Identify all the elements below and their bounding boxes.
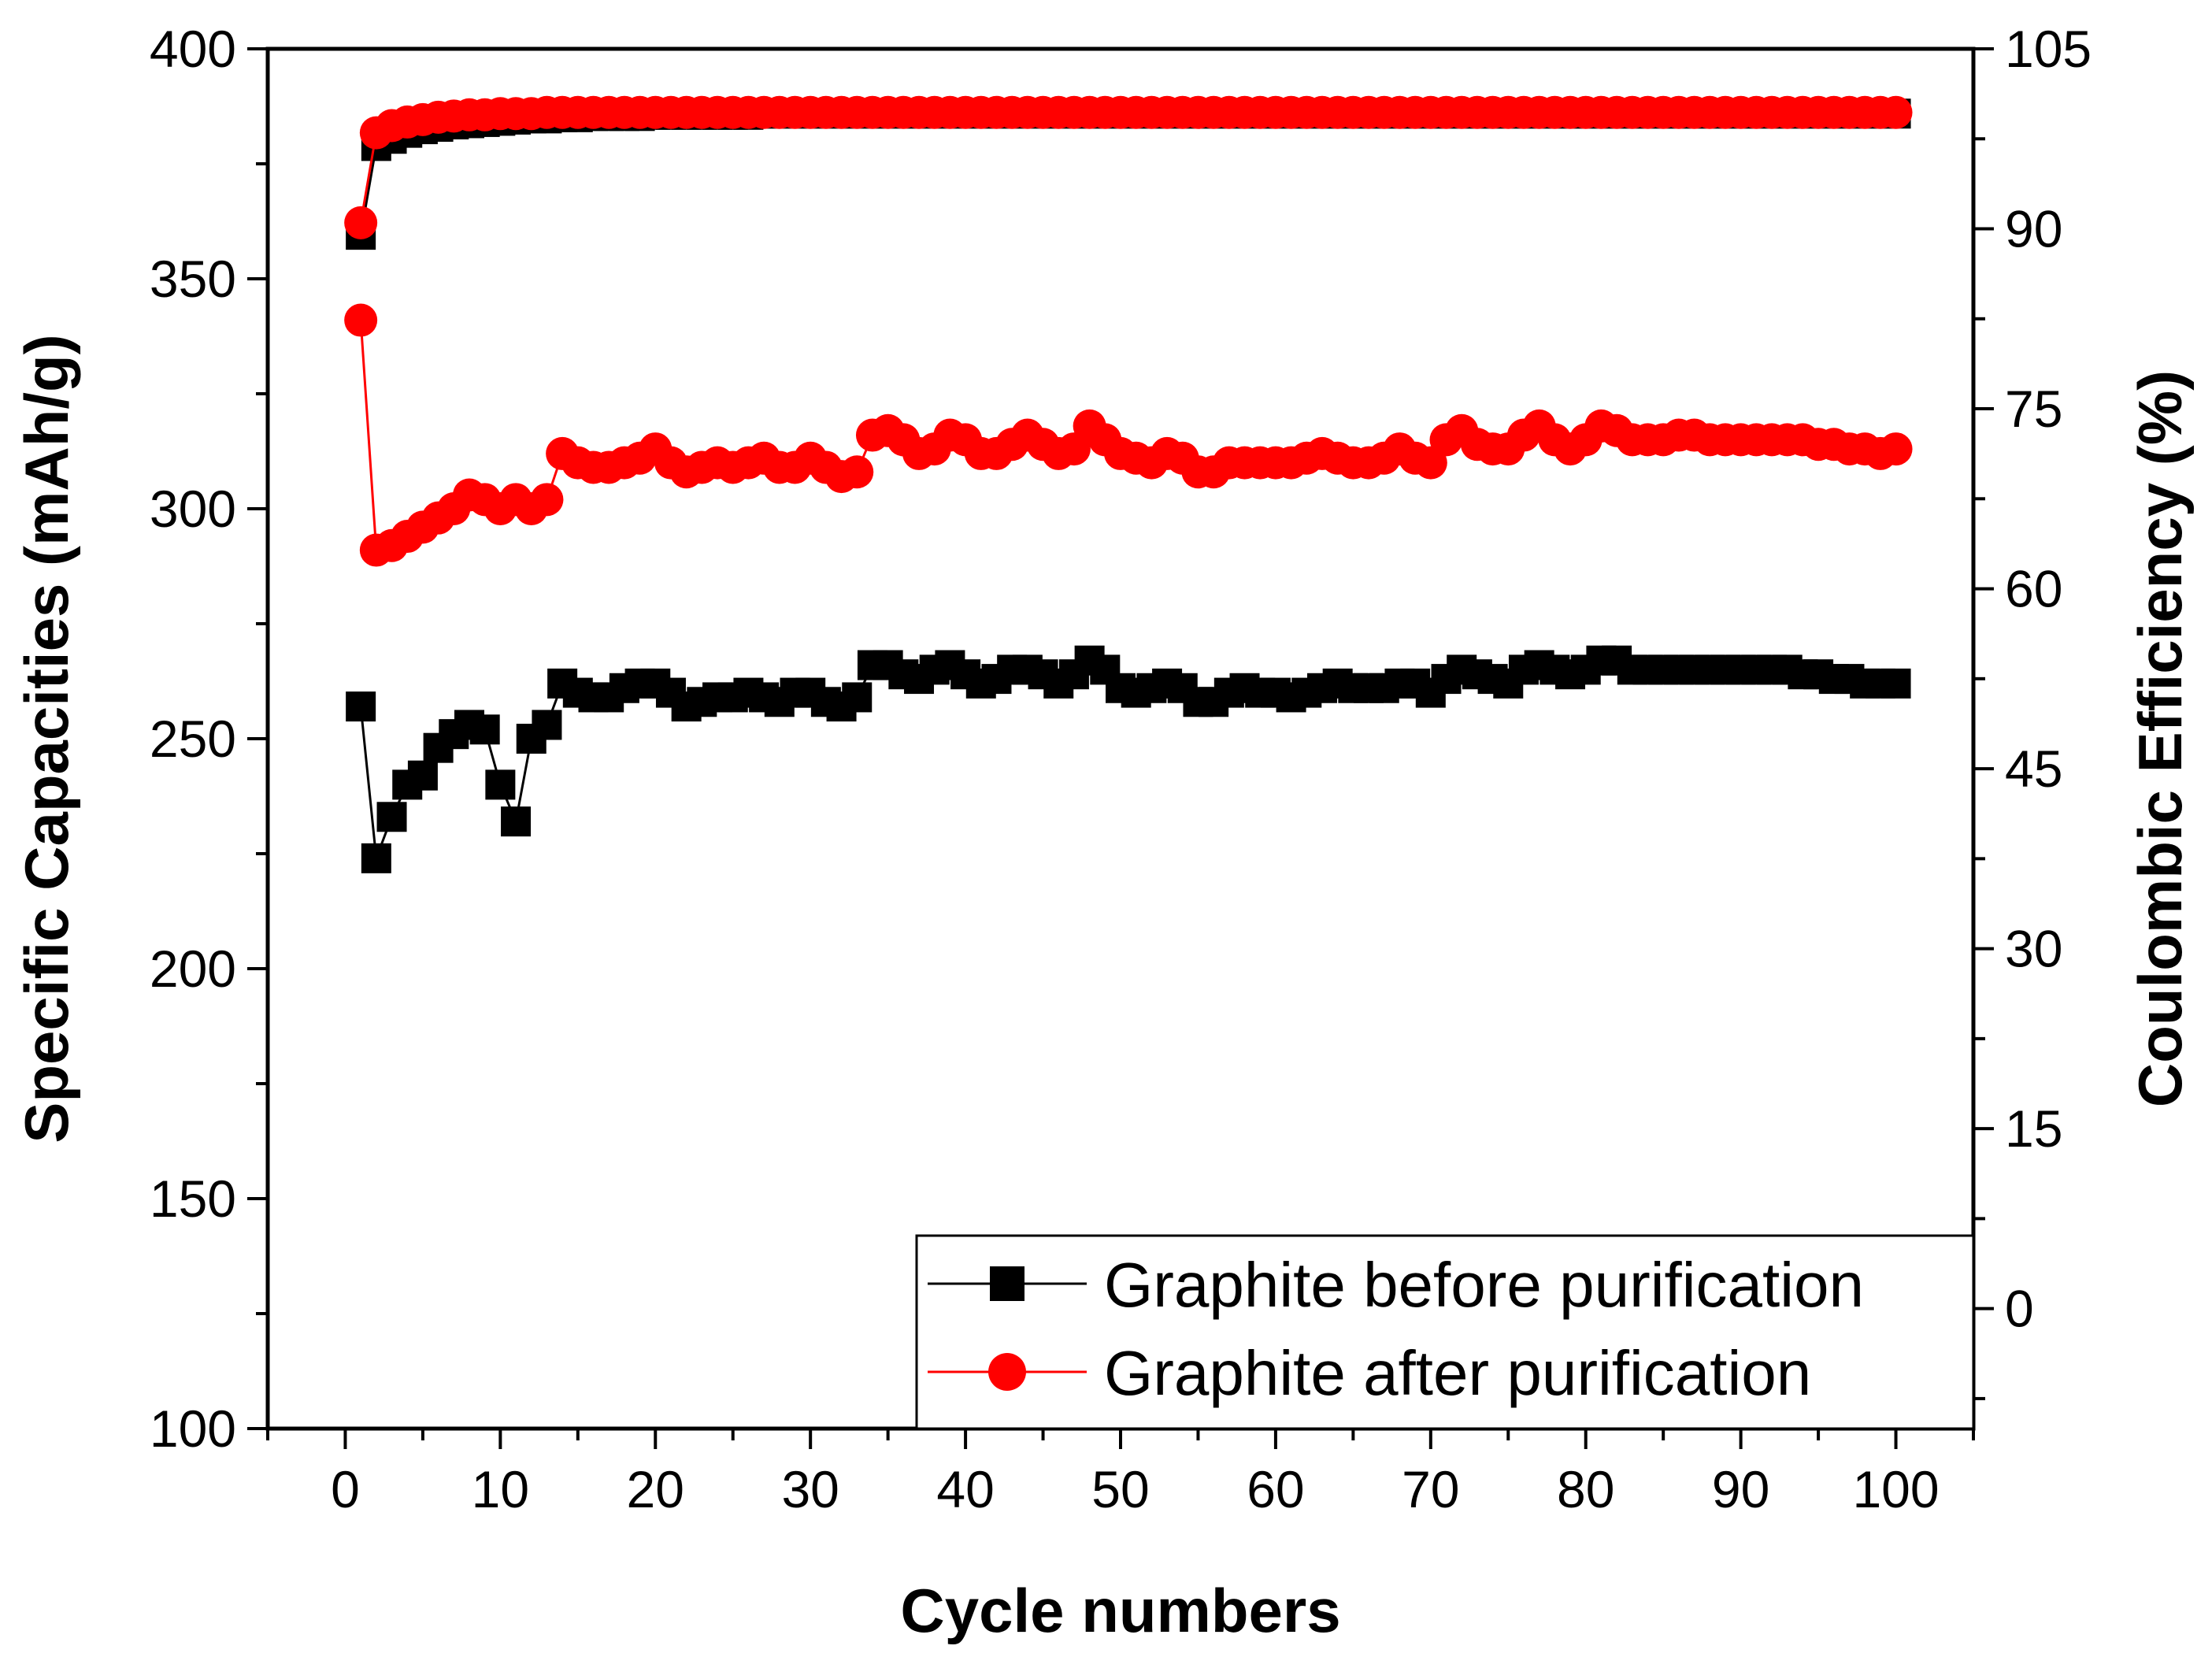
y2-tick-label: 60 (2005, 560, 2062, 618)
x-tick-label: 80 (1557, 1460, 1614, 1518)
data-point (1879, 95, 1913, 129)
data-point (532, 710, 562, 740)
series-layer (344, 95, 1913, 873)
data-point (407, 760, 438, 791)
series-0-capacity-before (346, 645, 1911, 873)
y-tick-label: 200 (150, 940, 236, 998)
data-point (344, 206, 378, 239)
x-tick-label: 0 (331, 1460, 360, 1518)
y-tick-label: 250 (150, 710, 236, 768)
y-axis-title: Specific Capacities (mAh/g) (12, 334, 81, 1143)
legend-marker-before (990, 1266, 1024, 1301)
y2-tick-label: 75 (2005, 380, 2062, 438)
y2-tick-label: 30 (2005, 920, 2062, 978)
y-tick-label: 350 (150, 250, 236, 308)
data-point (530, 483, 564, 517)
data-point (361, 843, 391, 873)
data-point (1880, 668, 1911, 699)
legend: Graphite before purification Graphite af… (915, 1234, 1975, 1430)
data-point (344, 303, 378, 337)
x-tick-label: 40 (936, 1460, 994, 1518)
x-tick-label: 90 (1712, 1460, 1769, 1518)
x-tick-label: 20 (627, 1460, 684, 1518)
data-point (501, 806, 532, 837)
x-tick-label: 50 (1091, 1460, 1149, 1518)
y2-tick-label: 90 (2005, 200, 2062, 258)
y-tick-label: 150 (150, 1169, 236, 1228)
x-tick-label: 100 (1852, 1460, 1939, 1518)
legend-marker-after (988, 1353, 1026, 1391)
data-point (346, 691, 376, 722)
series-3-efficiency-after (344, 95, 1913, 239)
data-point (1879, 432, 1913, 466)
x-tick-label: 70 (1402, 1460, 1459, 1518)
tick-layer: 0 10 20 30 40 50 60 70 80 90 100100150200250300350… (150, 20, 2092, 1518)
y2-tick-label: 15 (2005, 1099, 2062, 1158)
data-point (376, 802, 407, 832)
x-tick-label: 60 (1247, 1460, 1304, 1518)
data-point (840, 455, 874, 489)
y-tick-label: 100 (150, 1399, 236, 1458)
y2-tick-label: 105 (2005, 20, 2092, 78)
y2-axis-title: Coulombic Efficiency (%) (2125, 370, 2195, 1107)
data-point (485, 769, 516, 800)
legend-label-before: Graphite before purification (1104, 1250, 1864, 1320)
y-tick-label: 400 (150, 20, 236, 78)
y2-tick-label: 45 (2005, 739, 2062, 798)
x-axis-title: Cycle numbers (900, 1576, 1340, 1645)
legend-box (915, 1234, 1975, 1430)
x-tick-label: 30 (781, 1460, 839, 1518)
data-point (842, 682, 873, 713)
y-tick-label: 300 (150, 480, 236, 538)
legend-label-after: Graphite after purification (1104, 1338, 1811, 1408)
series-1-capacity-after (344, 303, 1913, 567)
y2-tick-label: 0 (2005, 1280, 2034, 1338)
x-tick-label: 10 (472, 1460, 529, 1518)
data-point (469, 714, 500, 745)
